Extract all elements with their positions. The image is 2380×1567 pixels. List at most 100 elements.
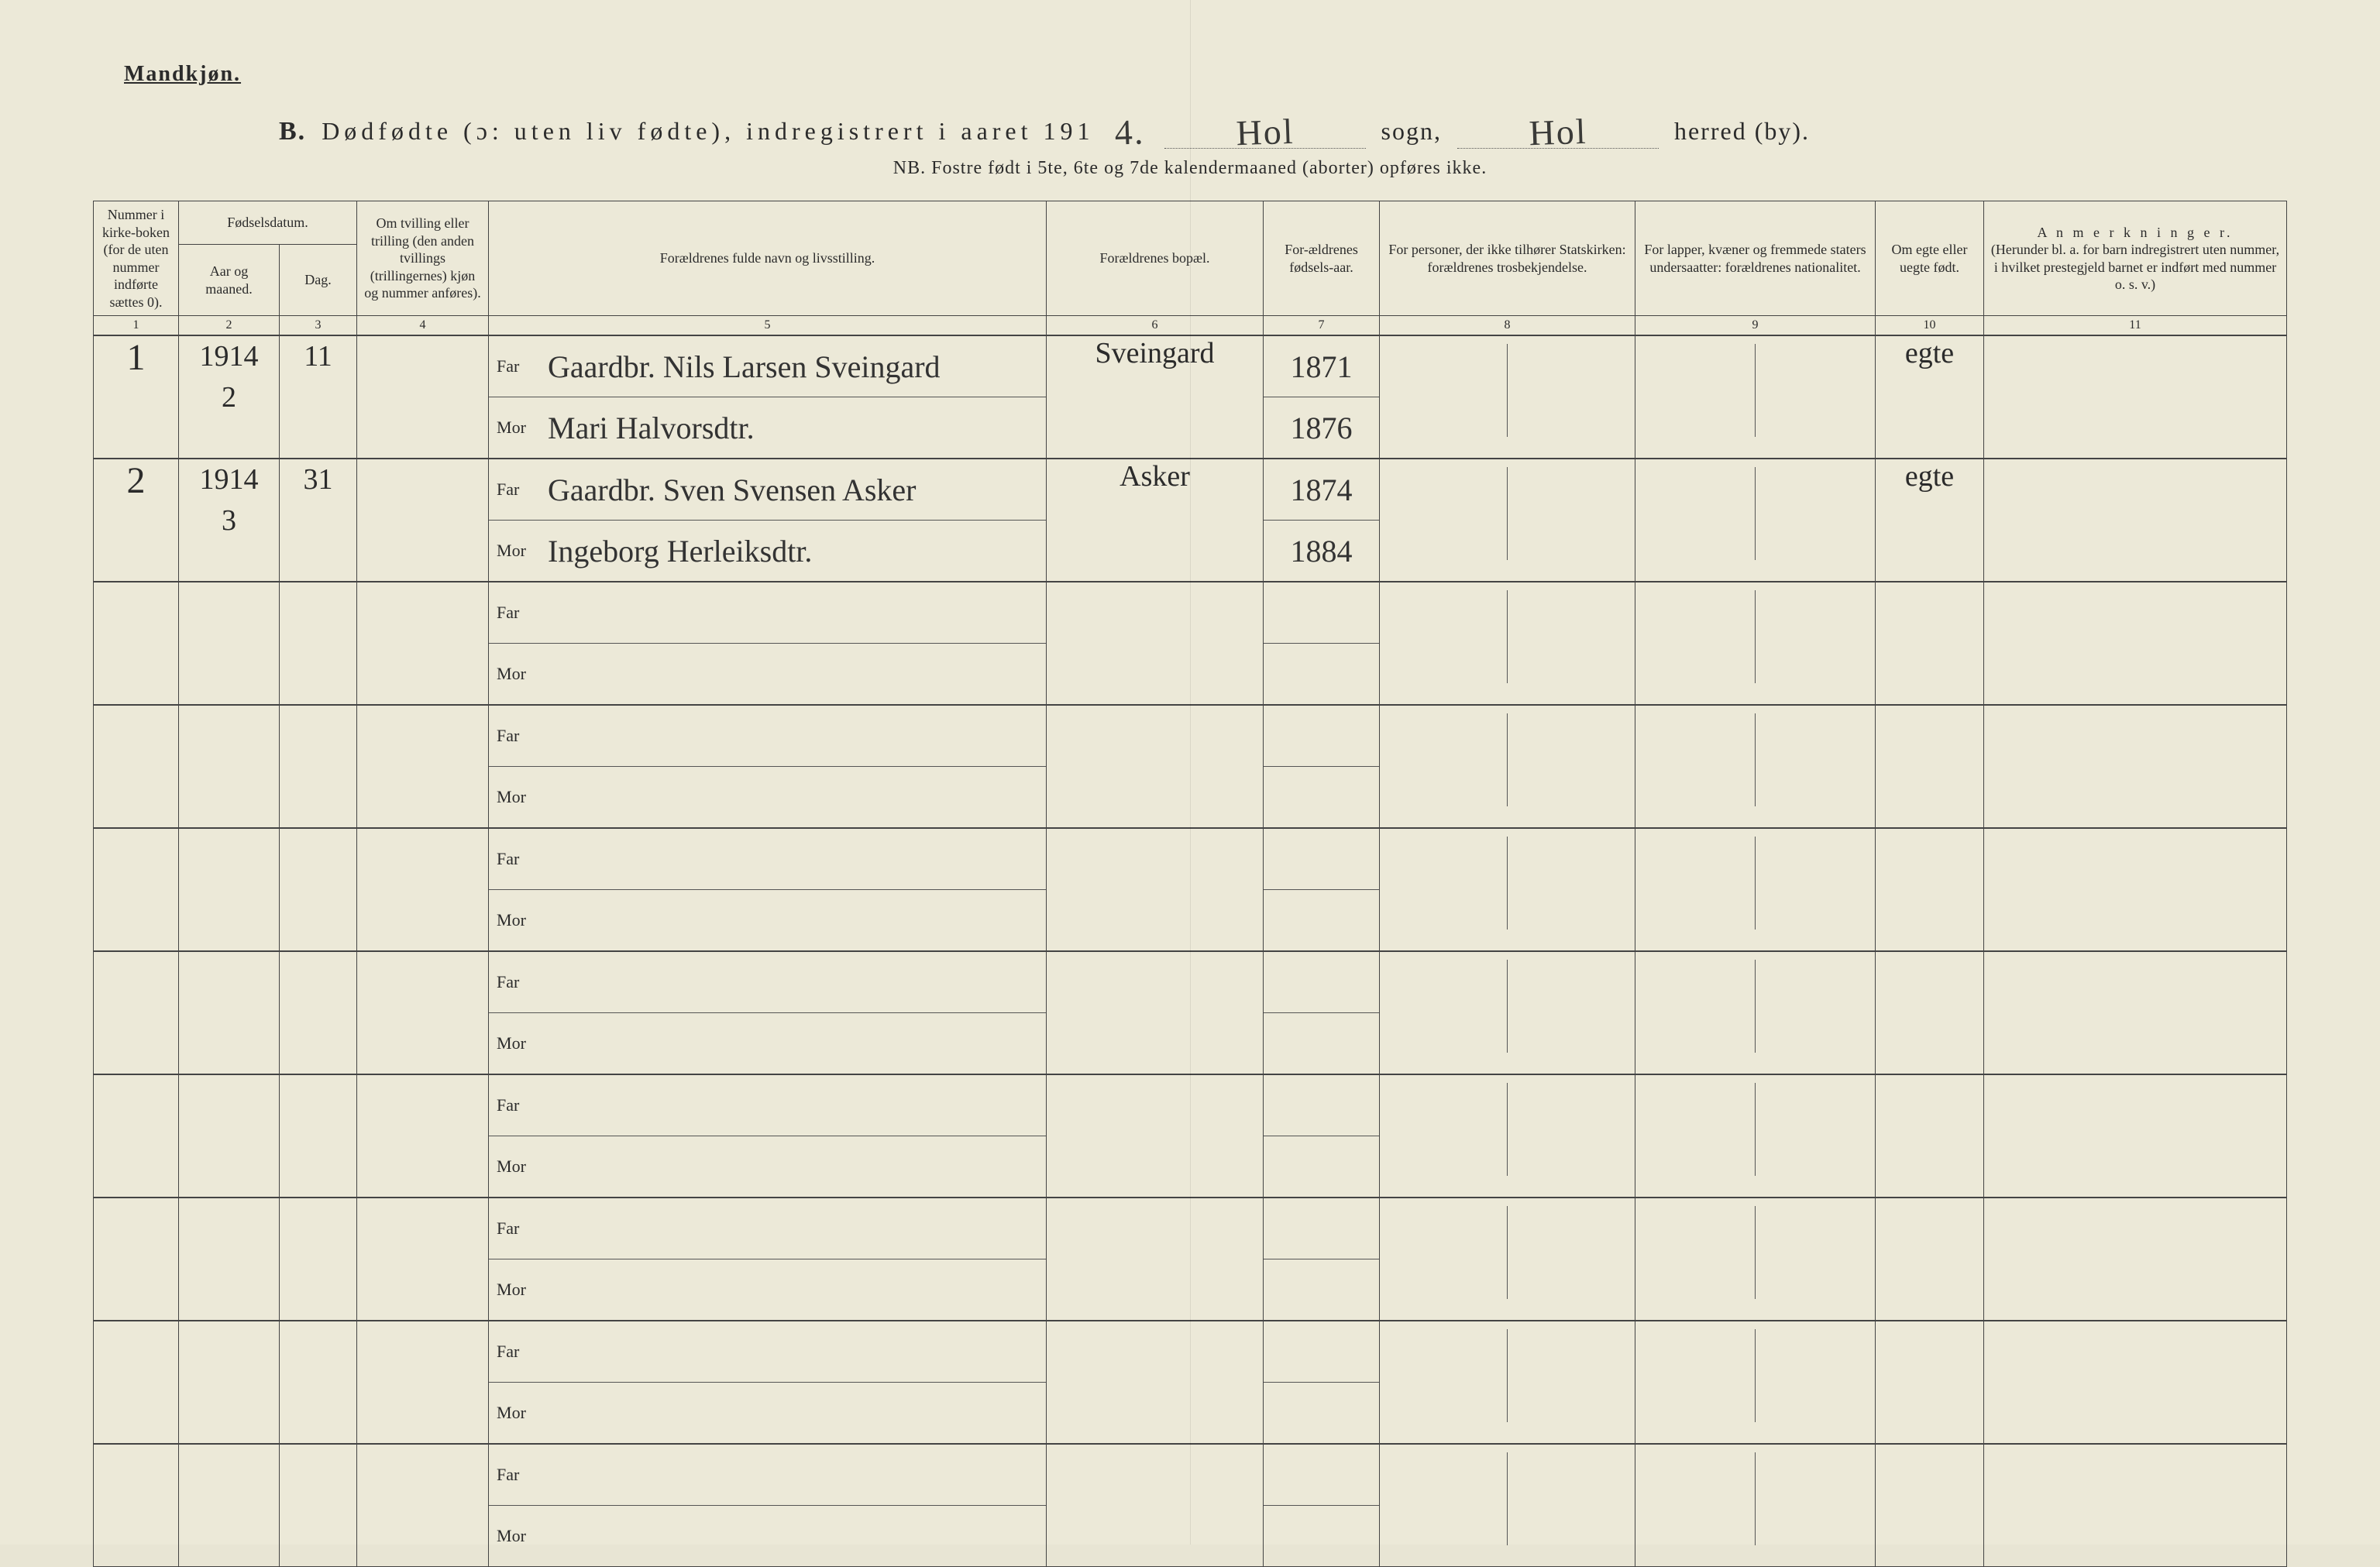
cell-number <box>94 1321 179 1444</box>
far-year: 1871 <box>1264 336 1379 397</box>
far-year <box>1264 1445 1379 1506</box>
far-row: Far <box>489 829 1046 890</box>
colnum-3: 3 <box>280 316 357 336</box>
cell-parents: FarMor <box>489 828 1047 951</box>
mor-row: Mor Mari Halvorsdtr. <box>489 397 1046 458</box>
cell-bopael <box>1047 1321 1264 1444</box>
col-2-group-header: Fødselsdatum. <box>179 201 357 245</box>
far-year <box>1264 829 1379 890</box>
far-label: Far <box>497 479 537 500</box>
far-year <box>1264 706 1379 767</box>
cell-year-month <box>179 1321 280 1444</box>
section-letter: B. <box>279 117 306 146</box>
cell-twin <box>357 1198 489 1321</box>
far-label: Far <box>497 1095 537 1115</box>
cell-day <box>280 951 357 1074</box>
far-row: Far <box>489 582 1046 644</box>
cell-anmerkninger <box>1984 459 2287 582</box>
year-suffix-handwritten: 4. <box>1109 111 1150 153</box>
cell-anmerkninger <box>1984 1198 2287 1321</box>
cell-day <box>280 582 357 705</box>
gender-heading: Mandkjøn. <box>124 62 2287 87</box>
cell-year-month <box>179 1074 280 1198</box>
cell-day <box>280 1198 357 1321</box>
cell-number <box>94 582 179 705</box>
cell-tros <box>1380 828 1635 951</box>
cell-anmerkninger <box>1984 828 2287 951</box>
far-row: Far <box>489 1198 1046 1259</box>
cell-year-month <box>179 705 280 828</box>
mor-year <box>1264 767 1379 827</box>
cell-bopael <box>1047 1198 1264 1321</box>
cell-tros <box>1380 705 1635 828</box>
far-row: Far <box>489 1445 1046 1506</box>
mor-name: Ingeborg Herleiksdtr. <box>548 533 1038 569</box>
cell-anmerkninger <box>1984 705 2287 828</box>
cell-nationalitet <box>1635 1198 1876 1321</box>
cell-nationalitet <box>1635 1444 1876 1567</box>
cell-number <box>94 951 179 1074</box>
cell-bopael <box>1047 1444 1264 1567</box>
cell-tros <box>1380 1074 1635 1198</box>
col-7-header: For-ældrenes fødsels-aar. <box>1264 201 1380 316</box>
cell-nationalitet <box>1635 828 1876 951</box>
mor-year <box>1264 1506 1379 1566</box>
colnum-6: 6 <box>1047 316 1264 336</box>
mor-row: Mor <box>489 1506 1046 1566</box>
title-line: B. Dødfødte (ɔ: uten liv fødte), indregi… <box>279 107 2287 149</box>
sogn-label: sogn, <box>1381 117 1442 146</box>
col-10-header: Om egte eller uegte født. <box>1876 201 1984 316</box>
cell-number: 2 <box>94 459 179 582</box>
cell-day <box>280 828 357 951</box>
cell-egte <box>1876 705 1984 828</box>
far-label: Far <box>497 603 537 623</box>
cell-anmerkninger <box>1984 951 2287 1074</box>
cell-bopael <box>1047 1074 1264 1198</box>
herred-label: herred (by). <box>1674 117 1810 146</box>
cell-tros <box>1380 335 1635 459</box>
cell-egte <box>1876 582 1984 705</box>
mor-row: Mor <box>489 1013 1046 1074</box>
cell-tros <box>1380 582 1635 705</box>
cell-parent-years: 18711876 <box>1264 335 1380 459</box>
col-1-header: Nummer i kirke-boken (for de uten nummer… <box>94 201 179 316</box>
page-fold <box>1190 0 1191 1545</box>
cell-egte: egte <box>1876 335 1984 459</box>
mor-row: Mor <box>489 767 1046 827</box>
far-year <box>1264 1321 1379 1383</box>
page: Mandkjøn. B. Dødfødte (ɔ: uten liv fødte… <box>0 0 2380 1545</box>
col-8-header: For personer, der ikke tilhører Statskir… <box>1380 201 1635 316</box>
cell-number <box>94 1198 179 1321</box>
col-4-header: Om tvilling eller trilling (den anden tv… <box>357 201 489 316</box>
cell-parent-years <box>1264 951 1380 1074</box>
title-main: Dødfødte (ɔ: uten liv fødte), indregistr… <box>322 117 1094 146</box>
cell-twin <box>357 335 489 459</box>
mor-label: Mor <box>497 1403 537 1423</box>
cell-parent-years <box>1264 582 1380 705</box>
cell-egte <box>1876 951 1984 1074</box>
cell-tros <box>1380 1321 1635 1444</box>
cell-parent-years <box>1264 705 1380 828</box>
colnum-8: 8 <box>1380 316 1635 336</box>
colnum-9: 9 <box>1635 316 1876 336</box>
col-2a-header: Aar og maaned. <box>179 245 280 316</box>
cell-twin <box>357 1444 489 1567</box>
mor-label: Mor <box>497 1033 537 1053</box>
far-label: Far <box>497 849 537 869</box>
cell-number <box>94 1074 179 1198</box>
mor-label: Mor <box>497 541 537 561</box>
far-row: FarGaardbr. Nils Larsen Sveingard <box>489 336 1046 397</box>
cell-twin <box>357 459 489 582</box>
mor-name: Mari Halvorsdtr. <box>548 410 1038 446</box>
far-label: Far <box>497 1342 537 1362</box>
far-year <box>1264 582 1379 644</box>
colnum-4: 4 <box>357 316 489 336</box>
mor-label: Mor <box>497 1280 537 1300</box>
mor-label: Mor <box>497 418 537 438</box>
cell-bopael <box>1047 828 1264 951</box>
far-name: Gaardbr. Nils Larsen Sveingard <box>548 349 1038 385</box>
cell-egte <box>1876 1444 1984 1567</box>
cell-nationalitet <box>1635 705 1876 828</box>
cell-egte <box>1876 1198 1984 1321</box>
cell-parents: FarMor <box>489 582 1047 705</box>
